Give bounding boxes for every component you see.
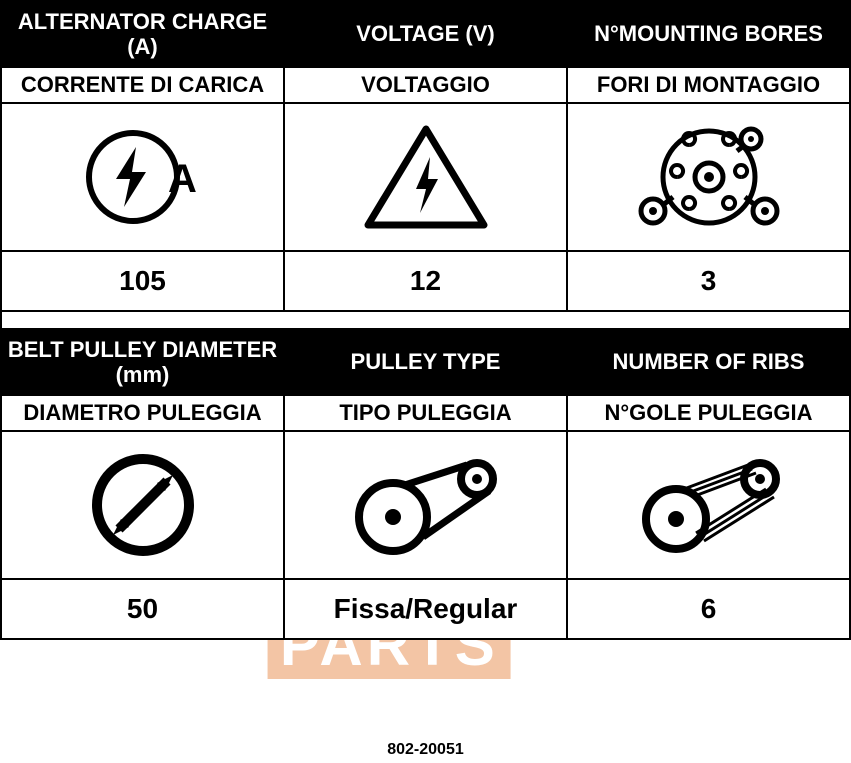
- header-it: N°GOLE PULEGGIA: [567, 395, 850, 431]
- header-it: VOLTAGGIO: [284, 67, 567, 103]
- svg-text:A: A: [168, 157, 197, 201]
- spec-table: ALTERNATOR CHARGE (A) VOLTAGE (V) N°MOUN…: [0, 0, 851, 640]
- header-en: BELT PULLEY DIAMETER (mm): [1, 329, 284, 395]
- part-number: 802-20051: [0, 741, 851, 759]
- alternator-bores-icon: [567, 103, 850, 251]
- header-en: NUMBER OF RIBS: [567, 329, 850, 395]
- header-en: ALTERNATOR CHARGE (A): [1, 1, 284, 67]
- amp-charge-icon: A: [1, 103, 284, 251]
- spacer: [1, 311, 850, 329]
- header-it: CORRENTE DI CARICA: [1, 67, 284, 103]
- header-it: FORI DI MONTAGGIO: [567, 67, 850, 103]
- header-en: PULLEY TYPE: [284, 329, 567, 395]
- spec-value: 50: [1, 579, 284, 639]
- voltage-warning-icon: [284, 103, 567, 251]
- pulley-ribs-icon: [567, 431, 850, 579]
- header-it: DIAMETRO PULEGGIA: [1, 395, 284, 431]
- pulley-type-icon: [284, 431, 567, 579]
- header-en: VOLTAGE (V): [284, 1, 567, 67]
- header-en: N°MOUNTING BORES: [567, 1, 850, 67]
- spec-value: 105: [1, 251, 284, 311]
- spec-value: 3: [567, 251, 850, 311]
- pulley-diameter-icon: [1, 431, 284, 579]
- spec-value: Fissa/Regular: [284, 579, 567, 639]
- spec-value: 12: [284, 251, 567, 311]
- spec-value: 6: [567, 579, 850, 639]
- header-it: TIPO PULEGGIA: [284, 395, 567, 431]
